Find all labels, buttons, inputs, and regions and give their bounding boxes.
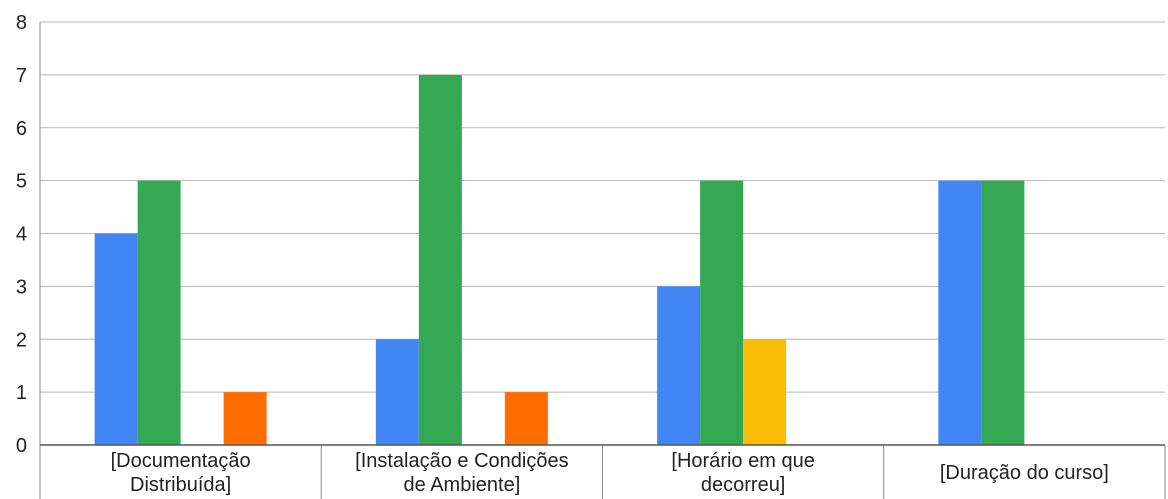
bar-cat1-series0 xyxy=(375,339,419,445)
category-label-0: [Documentação Distribuída] xyxy=(111,450,251,496)
bar-cat0-series1 xyxy=(137,180,181,445)
category-label-1: [Instalação e Condições de Ambiente] xyxy=(355,450,568,496)
y-tick-label-0: 0 xyxy=(16,435,27,457)
y-tick-label-6: 6 xyxy=(16,118,27,140)
bar-cat2-series2 xyxy=(743,339,787,445)
y-tick-label-4: 4 xyxy=(16,224,27,246)
bar-cat0-series0 xyxy=(94,233,138,445)
bar-cat2-series1 xyxy=(700,180,744,445)
y-tick-label-3: 3 xyxy=(16,276,27,298)
bar-cat1-series3 xyxy=(504,392,548,445)
category-label-2-line-1: decorreu] xyxy=(701,474,786,496)
bar-cat1-series1 xyxy=(418,74,462,445)
bar-cat3-series0 xyxy=(938,180,982,445)
category-label-3: [Duração do curso] xyxy=(940,462,1109,484)
category-label-2: [Horário em que decorreu] xyxy=(671,450,814,496)
axes xyxy=(39,22,1166,499)
category-label-1-line-0: [Instalação e Condições xyxy=(355,450,568,472)
bars xyxy=(94,74,1025,445)
y-tick-label-8: 8 xyxy=(16,12,27,34)
category-label-2-line-0: [Horário em que xyxy=(671,450,814,472)
bar-cat2-series0 xyxy=(657,286,701,445)
bar-cat3-series1 xyxy=(981,180,1025,445)
bar-cat0-series3 xyxy=(223,392,267,445)
y-tick-label-7: 7 xyxy=(16,65,27,87)
category-label-3-line-0: [Duração do curso] xyxy=(940,462,1109,484)
y-tick-label-5: 5 xyxy=(16,171,27,193)
category-label-0-line-1: Distribuída] xyxy=(130,474,231,496)
labels: 0 1 2 3 4 5 6 7 8 [Documentação Distribuída] [Insta… xyxy=(16,12,1109,496)
y-tick-label-1: 1 xyxy=(16,382,27,404)
category-label-1-line-1: de Ambiente] xyxy=(404,474,521,496)
y-tick-label-2: 2 xyxy=(16,329,27,351)
category-label-0-line-0: [Documentação xyxy=(111,450,251,472)
